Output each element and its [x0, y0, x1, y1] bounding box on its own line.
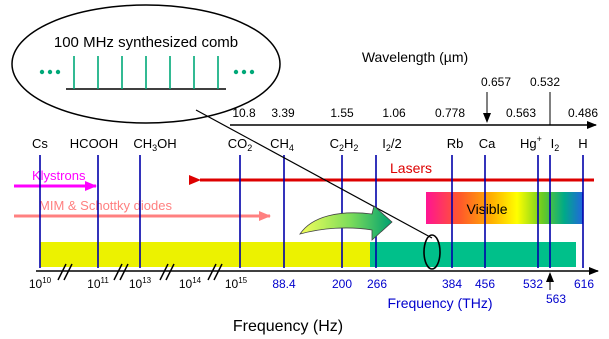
wl-label-10.8: 10.8	[232, 106, 256, 120]
wl-label-0.563: 0.563	[506, 106, 536, 120]
hz-label-1e15: 1015	[225, 276, 248, 291]
comb-title: 100 MHz synthesized comb	[54, 34, 238, 51]
species-ca: Ca	[479, 136, 496, 151]
teal-band	[370, 242, 576, 267]
axis-breaks	[57, 263, 223, 281]
lasers-label: Lasers	[390, 160, 432, 176]
comb-pointer-line	[195, 109, 433, 239]
wavelength-title: Wavelength (µm)	[362, 49, 468, 65]
zoom-marker-ellipse	[423, 234, 441, 270]
comb-dots-left	[39, 69, 61, 75]
mim-label: MIM & Schottky diodes	[39, 198, 172, 213]
thz-label-616: 616	[574, 277, 594, 291]
species-ch3oh: CH3OH	[133, 136, 176, 153]
thz-label-200: 200	[332, 277, 352, 291]
hz-label-1e14: 1014	[179, 276, 202, 291]
zoom-arrow	[299, 205, 393, 241]
thz-label-266: 266	[367, 277, 387, 291]
wl-label-0.778: 0.778	[435, 106, 465, 120]
wl-label-0.486: 0.486	[568, 106, 598, 120]
species-rb: Rb	[447, 136, 464, 151]
comb-dots-right	[233, 69, 255, 75]
species-hcooh: HCOOH	[70, 136, 118, 151]
hz-label-1e10: 1010	[29, 276, 52, 291]
species-h: H	[578, 136, 587, 151]
thz-label-563: 563	[546, 292, 566, 306]
species-co2: CO2	[228, 136, 253, 153]
thz-label-384: 384	[442, 277, 462, 291]
wl-label-0.657: 0.657	[481, 75, 511, 89]
species-c2h2: C2H2	[330, 136, 359, 153]
species-i2-half: I2/2	[382, 136, 401, 153]
species-i2: I2	[551, 136, 560, 153]
thz-label-88.4: 88.4	[272, 277, 296, 291]
visible-label: Visible	[467, 201, 508, 217]
thz-label-456: 456	[475, 277, 495, 291]
hz-label-1e11: 1011	[87, 276, 109, 291]
yellow-band	[40, 242, 370, 267]
wl-label-1.06: 1.06	[382, 106, 406, 120]
thz-label-532: 532	[523, 277, 543, 291]
comb-teeth	[73, 56, 219, 89]
klystrons-label: Klystrons	[32, 168, 86, 183]
hz-axis-title: Frequency (Hz)	[233, 318, 343, 335]
wl-label-3.39: 3.39	[271, 106, 295, 120]
hz-label-1e13: 1013	[129, 276, 152, 291]
species-cs: Cs	[32, 136, 48, 151]
wl-label-1.55: 1.55	[330, 106, 354, 120]
thz-axis-title: Frequency (THz)	[387, 295, 492, 311]
species-ch4: CH4	[270, 136, 294, 153]
wl-label-0.532: 0.532	[530, 75, 560, 89]
species-hg-ion: Hg+	[520, 134, 542, 151]
